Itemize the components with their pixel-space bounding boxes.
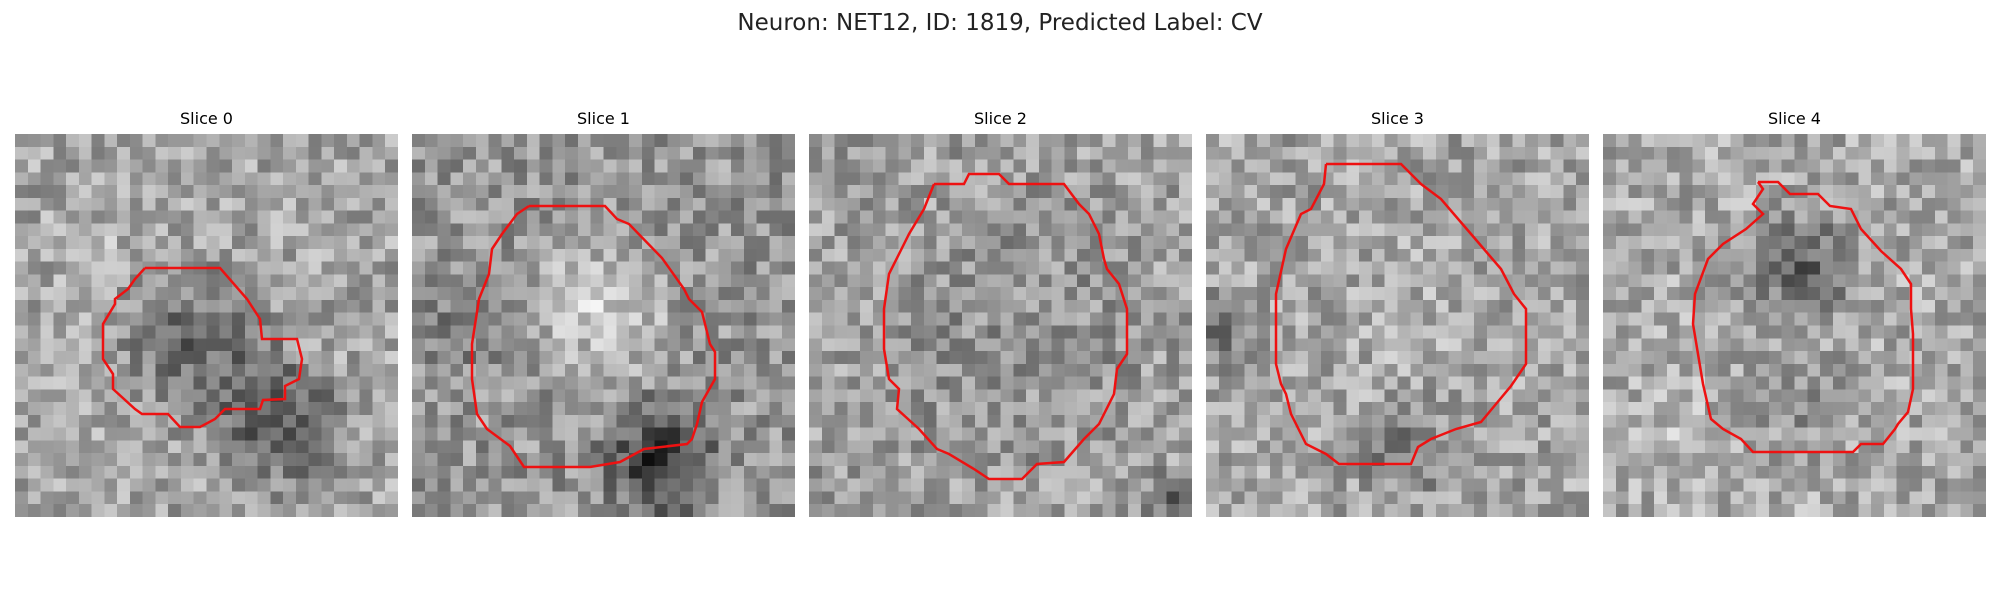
slice-4-image: [1603, 134, 1986, 517]
figure-title: Neuron: NET12, ID: 1819, Predicted Label…: [0, 8, 2000, 38]
slice-1-image: [412, 134, 795, 517]
slice-1-title: Slice 1: [412, 108, 795, 130]
slice-3-image: [1206, 134, 1589, 517]
slice-2-image: [809, 134, 1192, 517]
slice-2-contour: [884, 174, 1127, 479]
slice-3-contour-layer: [1206, 134, 1589, 517]
slice-0-contour: [103, 268, 302, 427]
slice-2-title: Slice 2: [809, 108, 1192, 130]
slice-2-contour-layer: [809, 134, 1192, 517]
slice-4-contour-layer: [1603, 134, 1986, 517]
slice-0-image: [15, 134, 398, 517]
slice-1-contour: [472, 206, 715, 467]
slice-4-contour: [1693, 182, 1913, 452]
slice-4-title: Slice 4: [1603, 108, 1986, 130]
slice-0-contour-layer: [15, 134, 398, 517]
slice-0-title: Slice 0: [15, 108, 398, 130]
slice-3-contour: [1276, 164, 1526, 464]
slice-3-title: Slice 3: [1206, 108, 1589, 130]
slice-1-contour-layer: [412, 134, 795, 517]
